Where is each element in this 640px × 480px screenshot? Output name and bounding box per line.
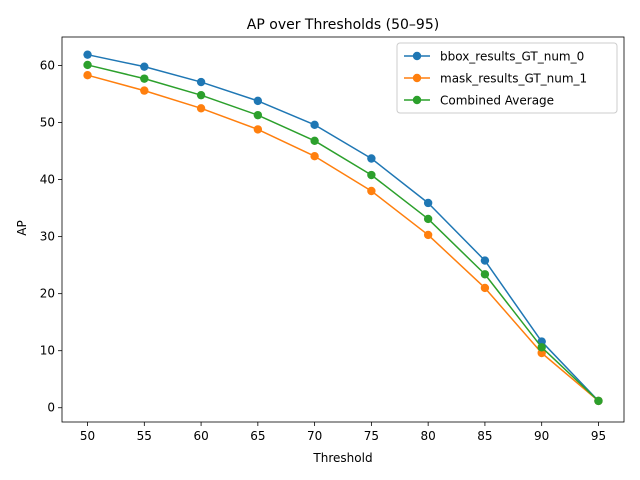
data-point-series-0	[367, 154, 376, 163]
data-point-series-0	[83, 50, 92, 59]
data-point-series-0	[480, 256, 490, 265]
plot-frame	[61, 36, 625, 423]
legend-label-0: bbox_results_GT_num_0	[440, 50, 584, 64]
x-tick-label: 75	[364, 429, 379, 443]
data-point-series-1	[423, 230, 433, 240]
legend-label-1: mask_results_GT_num_1	[440, 72, 587, 86]
plot-area: 50 55 60 65 70 75 80 85 90 95 0 10 20 30 40 50 60	[40, 36, 625, 443]
y-axis-label: AP	[15, 220, 29, 235]
data-point-series-0	[253, 96, 263, 106]
series-line-0	[87, 53, 599, 402]
x-tick-label: 95	[591, 429, 606, 443]
x-tick-label: 80	[421, 429, 436, 443]
x-axis-label: Threshold	[312, 451, 372, 465]
data-point-series-1	[253, 125, 263, 134]
x-tick-label: 90	[534, 429, 549, 443]
x-tick-label: 65	[250, 429, 265, 443]
y-tick-label: 10	[40, 344, 55, 358]
x-tick-label: 50	[80, 429, 95, 443]
legend-box	[396, 42, 618, 114]
data-point-series-2	[140, 74, 149, 83]
data-point-series-2	[196, 90, 206, 100]
data-point-series-2	[83, 60, 92, 70]
y-tick-label: 40	[40, 173, 55, 187]
data-point-series-2	[423, 214, 433, 224]
series-line-2	[87, 64, 599, 402]
x-tick-label: 60	[193, 429, 208, 443]
legend-label-2: Combined Average	[440, 94, 554, 108]
data-point-series-1	[480, 283, 490, 293]
data-point-series-0	[310, 120, 319, 130]
data-point-series-1	[367, 186, 376, 196]
data-point-series-2	[310, 136, 319, 146]
data-point-series-2	[537, 343, 546, 352]
data-point-series-1	[140, 86, 149, 95]
data-point-series-2	[367, 170, 376, 180]
chart-title: AP over Thresholds (50–95)	[247, 17, 439, 33]
data-point-series-2	[594, 396, 603, 406]
y-tick-label: 50	[40, 116, 55, 130]
legend-marker-1	[412, 73, 422, 83]
y-tick-label: 60	[40, 59, 55, 73]
y-tick-label: 0	[47, 401, 55, 415]
data-point-series-0	[423, 198, 433, 208]
y-tick-label: 30	[40, 230, 55, 244]
legend-marker-0	[412, 51, 422, 61]
data-point-series-2	[480, 270, 490, 279]
data-point-series-2	[253, 110, 263, 120]
series-line-1	[87, 74, 599, 402]
data-point-series-1	[196, 104, 206, 113]
x-tick-label: 85	[477, 429, 492, 443]
y-tick-label: 20	[40, 287, 55, 301]
data-point-series-0	[140, 62, 149, 71]
x-tick-label: 70	[307, 429, 322, 443]
data-point-series-1	[83, 71, 92, 80]
data-point-series-1	[310, 152, 319, 161]
legend-marker-2	[412, 95, 422, 105]
legend: bbox_results_GT_num_0 mask_results_GT_num…	[396, 42, 618, 114]
x-tick-label: 55	[137, 429, 152, 443]
data-point-series-0	[196, 77, 206, 87]
